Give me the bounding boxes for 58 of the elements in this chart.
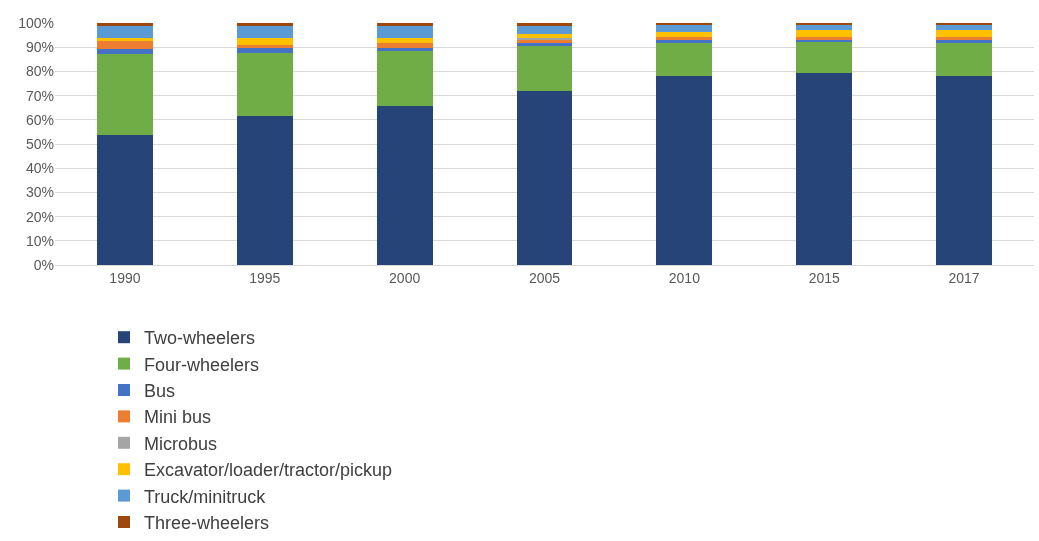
bar — [796, 24, 853, 30]
legend-label: Excavator/loader/tractor/pickup — [144, 460, 393, 481]
bar — [376, 38, 433, 44]
y-tick-label: 30% — [25, 184, 54, 201]
bar — [236, 53, 293, 116]
y-tick-label: 40% — [25, 160, 54, 177]
x-tick-label: 2017 — [948, 269, 980, 286]
bar — [796, 41, 853, 74]
bar — [656, 43, 713, 76]
bar — [376, 26, 433, 38]
y-tick-label: 60% — [25, 111, 54, 128]
bar — [516, 91, 573, 265]
x-tick-label: 1995 — [249, 269, 281, 286]
bar — [936, 30, 993, 38]
y-tick-label: 10% — [25, 232, 54, 249]
bar — [376, 43, 433, 49]
x-tick-label: 2000 — [389, 269, 421, 286]
bar — [796, 73, 853, 265]
legend-label: Three-wheelers — [144, 513, 270, 534]
y-tick-label: 50% — [25, 135, 54, 152]
bar — [656, 76, 713, 265]
bar — [236, 26, 293, 38]
bar — [236, 115, 293, 265]
bar — [96, 135, 153, 265]
bar — [516, 46, 573, 91]
y-tick-label: 0% — [33, 256, 54, 273]
bar — [376, 106, 433, 265]
y-tick-label: 20% — [25, 208, 54, 225]
bar — [936, 24, 993, 31]
x-tick-label: 2005 — [528, 269, 561, 286]
bar — [656, 24, 713, 32]
x-tick-label: 2010 — [668, 269, 701, 286]
bar — [96, 41, 153, 50]
bar — [936, 43, 993, 77]
bar — [96, 49, 153, 55]
bar — [656, 31, 713, 38]
bar — [796, 29, 853, 37]
x-tick-label: 2015 — [808, 269, 840, 286]
bar — [516, 26, 573, 35]
legend-label: Bus — [144, 381, 176, 402]
y-tick-label: 90% — [25, 39, 54, 56]
y-tick-label: 80% — [25, 63, 54, 80]
bar — [236, 38, 293, 45]
legend-label: Four-wheelers — [144, 354, 260, 375]
legend-label: Truck/minitruck — [144, 486, 267, 507]
bar — [936, 76, 993, 265]
y-tick-label: 100% — [18, 14, 54, 31]
legend-label: Mini bus — [144, 407, 212, 428]
bar — [236, 48, 293, 54]
bar — [376, 51, 433, 107]
bar — [96, 26, 153, 38]
bar — [516, 43, 573, 47]
y-tick-label: 70% — [25, 87, 54, 104]
legend-label: Two-wheelers — [144, 328, 256, 349]
x-tick-label: 1990 — [109, 269, 141, 286]
bar — [96, 54, 153, 136]
legend-label: Microbus — [144, 433, 218, 454]
bar — [376, 48, 433, 52]
